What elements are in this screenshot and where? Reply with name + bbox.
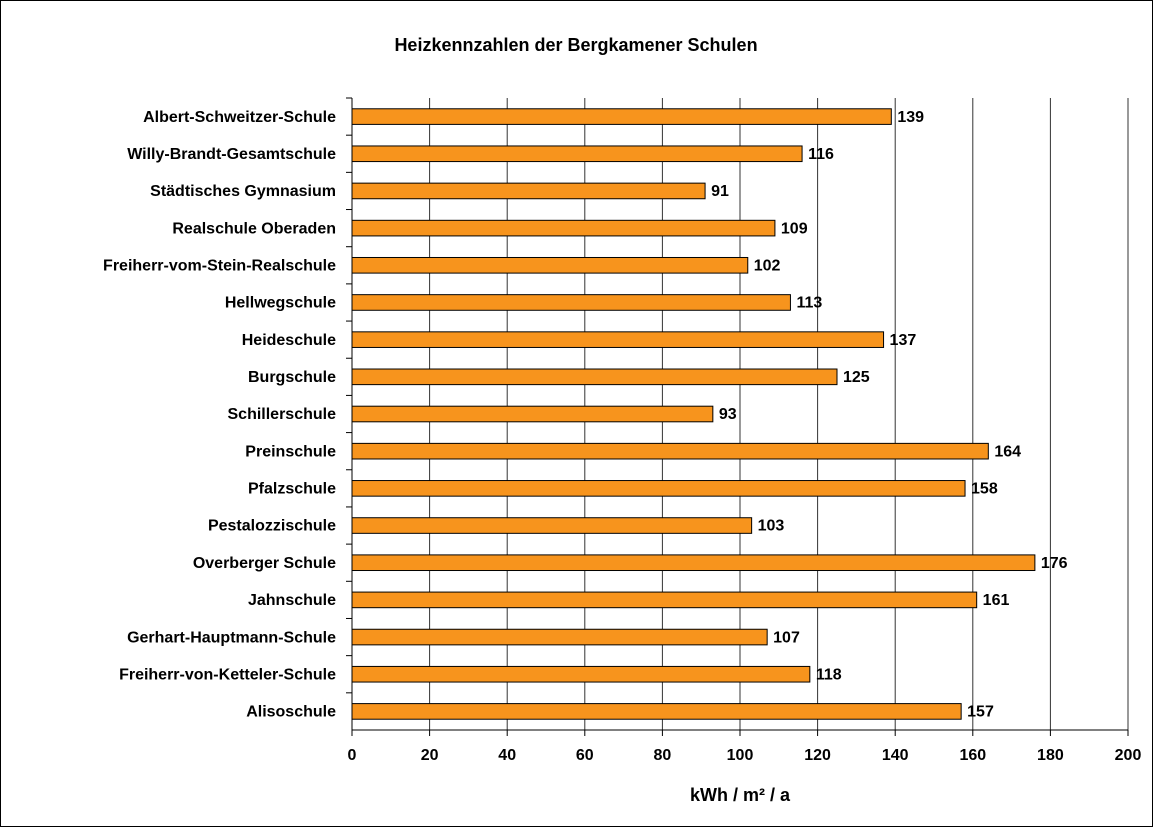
bar bbox=[351, 442, 989, 460]
y-tick-label: Alisoschule bbox=[246, 704, 336, 721]
value-label: 118 bbox=[816, 666, 842, 683]
value-label: 116 bbox=[808, 146, 834, 163]
chart-title: Heizkennzahlen der Bergkamener Schulen bbox=[394, 35, 757, 55]
value-label: 139 bbox=[897, 109, 924, 126]
y-tick-label: Hellwegschule bbox=[225, 295, 336, 312]
bar bbox=[351, 628, 768, 646]
x-tick-label: 200 bbox=[1115, 747, 1142, 764]
value-label: 93 bbox=[719, 406, 737, 423]
y-tick-label: Jahnschule bbox=[248, 592, 336, 609]
bar bbox=[351, 591, 978, 609]
bar bbox=[351, 405, 714, 423]
x-tick-label: 100 bbox=[727, 747, 754, 764]
y-tick-label: Willy-Brandt-Gesamtschule bbox=[127, 146, 336, 163]
value-label: 91 bbox=[711, 183, 729, 200]
x-tick-label: 0 bbox=[348, 747, 357, 764]
bar bbox=[351, 256, 749, 274]
y-tick-label: Heideschule bbox=[242, 332, 336, 349]
bar bbox=[351, 703, 962, 720]
value-label: 137 bbox=[890, 332, 917, 349]
value-label: 157 bbox=[967, 704, 994, 721]
y-tick-label: Gerhart-Hauptmann-Schule bbox=[127, 629, 336, 646]
value-label: 164 bbox=[994, 443, 1021, 460]
x-axis-label: kWh / m² / a bbox=[690, 785, 791, 805]
y-tick-label: Pfalzschule bbox=[248, 481, 336, 498]
value-label: 161 bbox=[983, 592, 1010, 609]
bar bbox=[351, 331, 885, 348]
x-tick-label: 140 bbox=[882, 747, 909, 764]
y-tick-label: Freiherr-vom-Stein-Realschule bbox=[103, 258, 336, 275]
y-tick-label: Schillerschule bbox=[228, 406, 337, 423]
bar bbox=[351, 665, 811, 683]
value-label: 103 bbox=[758, 518, 785, 535]
y-tick-label: Burgschule bbox=[248, 369, 336, 386]
x-tick-label: 80 bbox=[654, 747, 672, 764]
bar bbox=[351, 294, 791, 311]
y-tick-label: Städtisches Gymnasium bbox=[150, 183, 336, 200]
value-label: 109 bbox=[781, 220, 808, 237]
y-tick-label: Preinschule bbox=[245, 443, 336, 460]
bar bbox=[351, 219, 776, 237]
y-tick-label: Freiherr-von-Ketteler-Schule bbox=[119, 666, 336, 683]
x-tick-label: 120 bbox=[804, 747, 831, 764]
x-tick-label: 160 bbox=[959, 747, 986, 764]
x-tick-label: 180 bbox=[1037, 747, 1064, 764]
x-tick-label: 20 bbox=[421, 747, 439, 764]
bar bbox=[351, 554, 1036, 572]
y-tick-label: Overberger Schule bbox=[193, 555, 336, 572]
bar bbox=[351, 517, 753, 534]
y-tick-label: Albert-Schweitzer-Schule bbox=[143, 109, 336, 126]
value-label: 176 bbox=[1041, 555, 1068, 572]
bar bbox=[351, 145, 803, 163]
y-tick-label: Pestalozzischule bbox=[208, 518, 336, 535]
bar bbox=[351, 368, 838, 386]
value-label: 125 bbox=[843, 369, 870, 386]
value-label: 102 bbox=[754, 258, 781, 275]
bar bbox=[351, 182, 706, 200]
bar bbox=[351, 108, 892, 125]
value-label: 107 bbox=[773, 629, 800, 646]
x-tick-label: 60 bbox=[576, 747, 594, 764]
value-label: 158 bbox=[971, 481, 998, 498]
value-label: 113 bbox=[796, 295, 822, 312]
bar bbox=[351, 480, 966, 497]
y-tick-label: Realschule Oberaden bbox=[172, 220, 336, 237]
x-tick-label: 40 bbox=[498, 747, 516, 764]
